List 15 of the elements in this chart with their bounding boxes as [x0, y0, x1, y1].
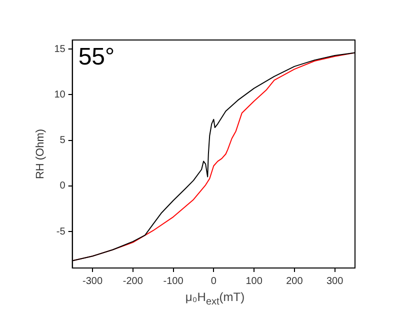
- y-tick-label: 10: [54, 89, 66, 100]
- x-axis-title: μ₀H$_{ext}$(mT): [184, 290, 246, 308]
- x-tick-label: -100: [163, 276, 184, 287]
- x-tick-label: -200: [122, 276, 144, 287]
- x-tick-label: 0: [210, 276, 217, 287]
- x-tick-label: 200: [286, 276, 304, 287]
- x-tick-label: -300: [82, 276, 103, 287]
- x-tick-label: 300: [326, 276, 344, 287]
- y-tick-label: 15: [54, 44, 66, 55]
- y-tick-label: 5: [60, 135, 66, 146]
- annotation: 55°: [78, 44, 115, 71]
- y-tick-label: 0: [60, 180, 66, 192]
- y-axis-title: RH (Ohm): [34, 128, 47, 180]
- x-tick-label: 100: [246, 276, 263, 287]
- y-tick-label: -5: [56, 226, 66, 238]
